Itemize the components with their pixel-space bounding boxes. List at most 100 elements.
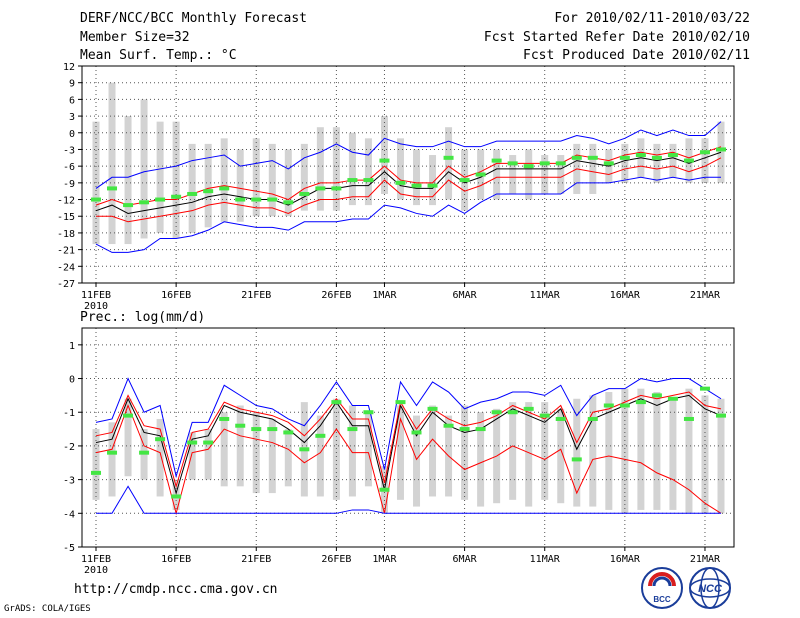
chart1-box (509, 155, 517, 194)
chart2-box (685, 388, 693, 514)
chart1-ytick-label: 0 (69, 129, 75, 140)
chart1-xtick-label: 11MAR (530, 290, 561, 301)
chart1-observed-marker (667, 153, 678, 158)
chart1-observed-marker (379, 158, 390, 163)
chart1-series-ensemble-mean (95, 151, 722, 214)
chart1-observed-marker (619, 155, 630, 160)
chart2-observed-marker (667, 396, 678, 401)
chart2-box (621, 388, 629, 514)
chart2-box (653, 392, 661, 510)
chart2-observed-marker (507, 410, 518, 415)
chart1-ytick-label: -6 (63, 162, 75, 173)
chart1-observed-marker (651, 155, 662, 160)
chart2-xtick-label: 11MAR (530, 554, 561, 565)
chart1-ytick-label: 12 (63, 62, 75, 73)
chart1-observed-marker (363, 178, 374, 183)
chart2-box (364, 412, 372, 487)
chart1-box (445, 127, 453, 200)
chart1-ytick-label: -9 (63, 179, 75, 190)
chart1-observed-marker (716, 147, 726, 152)
chart1-observed-marker (683, 158, 694, 163)
chart2-xtick-sublabel: 2010 (84, 565, 108, 576)
chart2-box (429, 405, 437, 497)
chart2-observed-marker (459, 427, 470, 432)
chart2-box (477, 412, 485, 507)
chart2-frame (81, 327, 735, 548)
chart1-xtick-sublabel: 2010 (84, 301, 108, 312)
chart1-box (493, 149, 501, 200)
chart1-ytick-label: -12 (57, 196, 75, 207)
chart1-series-spread-lower (96, 157, 722, 223)
chart2-observed-marker (379, 487, 390, 492)
chart1-xtick-label: 26FEB (321, 290, 351, 301)
chart2-observed-marker (203, 440, 214, 445)
chart2-box (236, 405, 244, 487)
chart2-observed-marker (651, 393, 662, 398)
chart1-ytick-label: -18 (57, 229, 75, 240)
chart1-observed-marker (587, 155, 598, 160)
chart2-observed-marker (347, 427, 358, 432)
chart2-observed-marker (251, 427, 262, 432)
chart1-observed-marker (315, 186, 326, 191)
chart1-observed-marker (235, 197, 246, 202)
chart2-box (589, 395, 597, 507)
chart2-observed-marker (619, 403, 630, 408)
chart2-ytick-label: -4 (63, 509, 75, 520)
chart2-box (637, 388, 645, 510)
chart1-frame (81, 65, 735, 284)
chart2-series-maximum (95, 377, 722, 479)
chart1-box (204, 143, 212, 228)
chart1-observed-marker (123, 203, 134, 208)
chart2-series-spread-lower (95, 404, 722, 516)
chart1-box (396, 138, 404, 200)
chart2-box (220, 412, 228, 487)
chart1-box (653, 143, 661, 183)
chart2-ytick-label: 0 (69, 375, 75, 386)
chart1-box (364, 138, 372, 206)
chart2-ytick-label: -5 (63, 543, 75, 554)
chart2-observed-marker (171, 494, 182, 499)
chart2-series-minimum (96, 485, 721, 514)
chart1-box (188, 143, 196, 233)
chart2-observed-marker (523, 406, 534, 411)
chart1-observed-marker (459, 178, 470, 183)
chart1-observed-marker (139, 200, 150, 205)
chart1-box (108, 82, 116, 245)
chart2-observed-marker (491, 410, 502, 415)
chart2-observed-marker (587, 416, 598, 421)
chart2-ytick-label: -2 (63, 442, 75, 453)
chart1-observed-marker (155, 197, 166, 202)
source-url[interactable]: http://cmdp.ncc.cma.gov.cn (74, 582, 278, 597)
chart2-observed-marker (363, 410, 374, 415)
chart1-observed-marker (331, 186, 342, 191)
chart1-xtick-label: 6MAR (453, 290, 478, 301)
chart1-series-minimum (95, 176, 721, 253)
chart1-box (380, 116, 388, 194)
chart1-box (156, 121, 164, 233)
variable-label: Mean Surf. Temp.: °C (80, 48, 237, 63)
chart1-ytick-label: -3 (63, 145, 75, 156)
chart2-box (573, 398, 581, 507)
chart2-observed-marker (155, 437, 166, 442)
chart1-box (413, 149, 421, 206)
chart2-series-spread-upper (95, 391, 722, 489)
chart1-box (589, 143, 597, 194)
chart2-box (509, 402, 517, 500)
chart1-box (140, 99, 148, 239)
chart2-observed-marker (91, 470, 101, 475)
chart1-box (172, 121, 180, 239)
ncc-logo-text: NCC (698, 583, 723, 595)
chart1-ytick-label: -27 (57, 279, 75, 290)
chart1-observed-marker (539, 161, 550, 166)
chart2-box (525, 402, 533, 507)
produced-date: Fcst Produced Date 2010/02/11 (523, 48, 750, 63)
forecast-period: For 2010/02/11-2010/03/22 (554, 11, 750, 26)
chart2-xtick-label: 11FEB (81, 554, 111, 565)
chart2-box (108, 422, 116, 497)
bcc-logo-text: BCC (653, 595, 671, 604)
chart2-box (316, 415, 324, 497)
chart1-ytick-label: -15 (57, 212, 75, 223)
chart1-observed-marker (475, 172, 486, 177)
chart2-observed-marker (187, 440, 198, 445)
